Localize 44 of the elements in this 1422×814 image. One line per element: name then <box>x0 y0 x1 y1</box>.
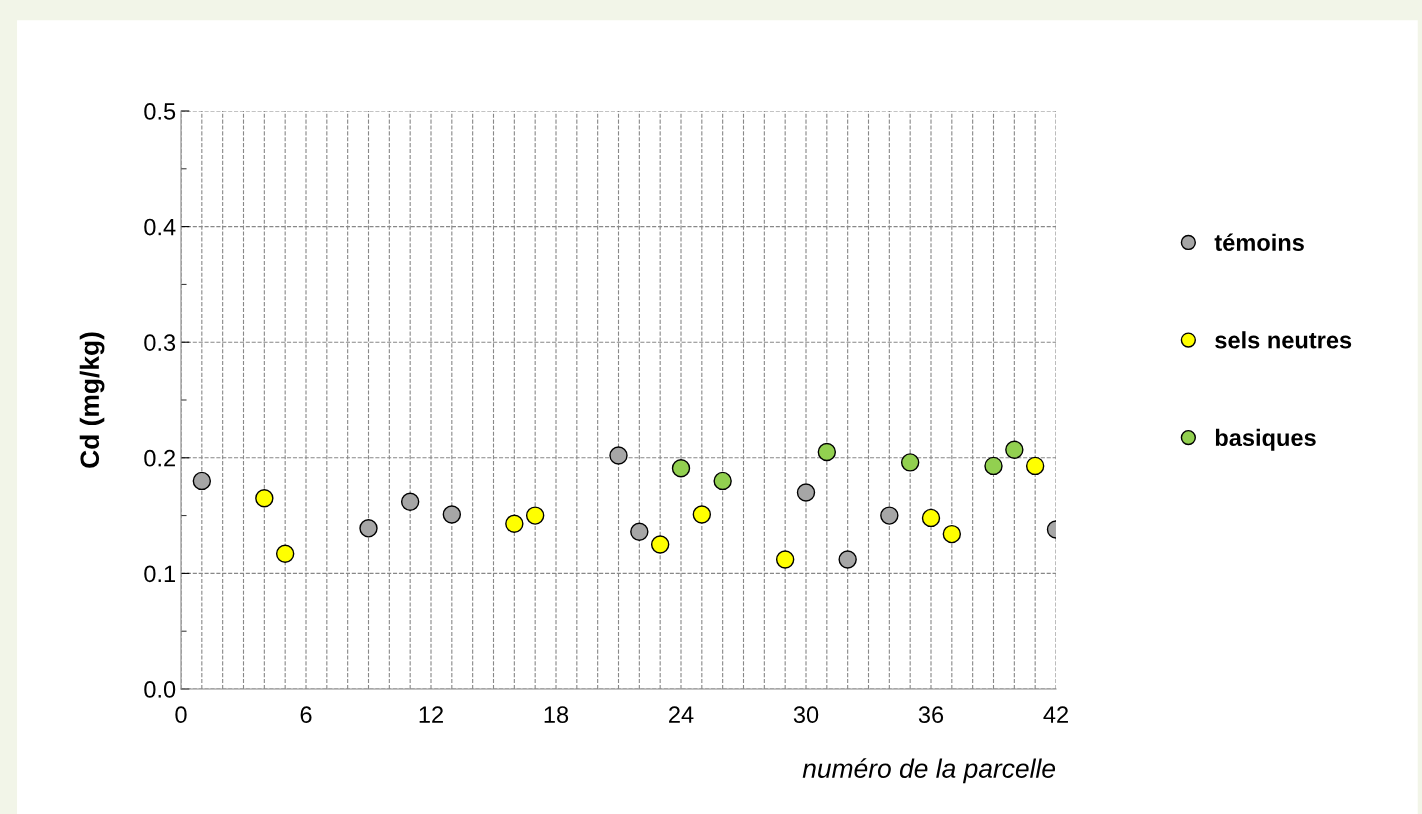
point <box>775 550 795 569</box>
point <box>880 506 899 525</box>
point <box>255 489 274 508</box>
point <box>900 453 920 472</box>
point <box>505 514 524 533</box>
point <box>713 471 732 491</box>
point <box>692 505 712 524</box>
point <box>817 442 837 462</box>
y-tick-label: 0.3 <box>144 334 176 351</box>
x-tick-label: 42 <box>1043 706 1068 723</box>
y-tick-label: 0.2 <box>144 449 175 467</box>
x-tick-label: 30 <box>793 706 819 724</box>
point <box>671 459 691 478</box>
point <box>650 535 670 554</box>
y-tick-label: 0.1 <box>144 565 175 583</box>
point <box>192 471 212 491</box>
point <box>400 492 420 511</box>
y-tick-label: 0.4 <box>144 218 176 236</box>
x-tick-label: 0 <box>175 706 187 724</box>
x-tick-label: 12 <box>419 706 443 723</box>
legend-label: basiques <box>1215 428 1316 451</box>
x-tick-label: 18 <box>544 706 569 724</box>
point <box>1005 440 1024 459</box>
point <box>275 544 295 563</box>
x-tick-label: 36 <box>918 706 944 724</box>
point <box>1025 456 1045 476</box>
point <box>359 519 378 538</box>
x-axis-title: numéro de la parcelle <box>802 758 1056 784</box>
point <box>796 483 816 502</box>
y-axis-title: Cd (mg/kg) <box>79 332 105 468</box>
point <box>921 508 941 528</box>
point <box>442 505 462 524</box>
legend-label: témoins <box>1214 233 1304 251</box>
x-tick-label: 6 <box>300 706 312 724</box>
y-tick-label: 0.5 <box>144 103 176 120</box>
point <box>609 446 628 465</box>
x-tick-label: 24 <box>669 706 694 723</box>
y-tick-label: 0.0 <box>144 681 176 698</box>
point <box>984 456 1003 476</box>
legend-label: sels neutres <box>1215 331 1352 349</box>
point <box>838 550 857 569</box>
point <box>630 522 649 541</box>
point <box>525 506 545 525</box>
point <box>942 524 962 544</box>
